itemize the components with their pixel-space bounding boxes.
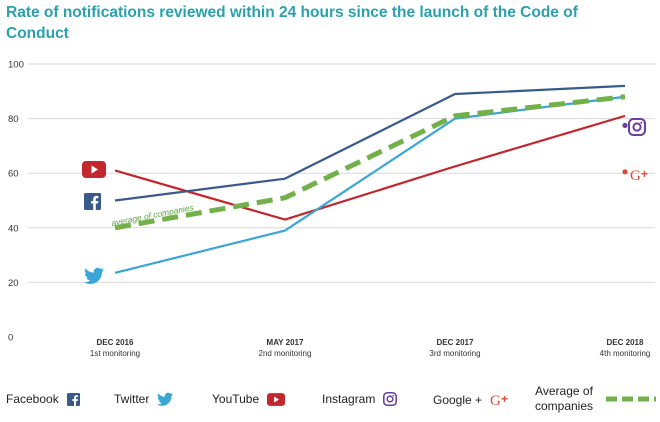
y-tick-label: 40 [8, 223, 19, 234]
y-tick-label: 60 [8, 169, 19, 180]
x-tick-label: DEC 2018 [607, 338, 644, 347]
twitter-icon [157, 392, 174, 406]
legend-label-average: Average of companies [534, 384, 594, 413]
y-tick-label: 20 [8, 278, 19, 289]
y-tick-label: 100 [8, 60, 24, 71]
x-tick-label: MAY 2017 [267, 338, 304, 347]
google-plus-icon: G + [630, 167, 648, 184]
legend-label-youtube: YouTube [212, 392, 260, 406]
svg-text:G: G [490, 393, 501, 407]
series-line-facebook [114, 84, 626, 202]
twitter-icon [84, 267, 104, 284]
svg-text:G: G [630, 168, 641, 184]
legend-label-twitter: Twitter [114, 392, 150, 406]
legend-item-facebook: Facebook [6, 392, 80, 406]
series-line-youtube [114, 114, 626, 221]
legend: Facebook Twitter YouTube Instagram Googl… [0, 380, 660, 422]
facebook-icon [66, 392, 80, 406]
legend-item-average: Average of companies [530, 384, 656, 414]
legend-label-google-plus: Google + [433, 392, 483, 407]
data-point-instagram [622, 122, 628, 129]
y-tick-label: 0 [8, 333, 13, 344]
data-point-google [622, 169, 628, 175]
legend-item-google-plus: Google + G + [433, 392, 512, 407]
svg-text:+: + [641, 167, 648, 181]
google-plus-icon: G + [490, 392, 508, 407]
icon-layer: G + [82, 118, 648, 284]
x-tick-label: DEC 2017 [437, 338, 474, 347]
chart: 0 20 40 60 80 100 DEC 2016 1st monitoring MAY 20… [8, 60, 655, 358]
series-line-average [114, 94, 626, 231]
instagram-icon [628, 118, 646, 136]
series-line-twitter [114, 95, 626, 274]
grid-layer: 0 20 40 60 80 100 DEC 2016 1st monitoring MAY 20… [8, 60, 655, 358]
x-tick-sublabel: 2nd monitoring [259, 349, 312, 358]
x-tick-sublabel: 4th monitoring [600, 349, 651, 358]
x-tick-label: DEC 2016 [97, 338, 134, 347]
instagram-icon [383, 392, 398, 406]
x-tick-sublabel: 1st monitoring [90, 349, 140, 358]
legend-item-youtube: YouTube [212, 392, 286, 406]
facebook-icon [84, 193, 101, 210]
legend-item-twitter: Twitter [114, 392, 174, 406]
series-layer: average of companies [110, 84, 628, 274]
youtube-icon [82, 161, 106, 178]
average-annotation: average of companies [110, 202, 195, 228]
legend-label-instagram: Instagram [322, 392, 376, 406]
x-tick-sublabel: 3rd monitoring [429, 349, 480, 358]
dashed-line-icon [606, 396, 656, 402]
youtube-icon [267, 392, 286, 406]
legend-label-facebook: Facebook [6, 392, 59, 406]
y-tick-label: 80 [8, 114, 19, 125]
svg-text:+: + [501, 392, 508, 406]
legend-item-instagram: Instagram [322, 392, 398, 406]
chart-title: Rate of notifications reviewed within 24… [6, 4, 578, 42]
